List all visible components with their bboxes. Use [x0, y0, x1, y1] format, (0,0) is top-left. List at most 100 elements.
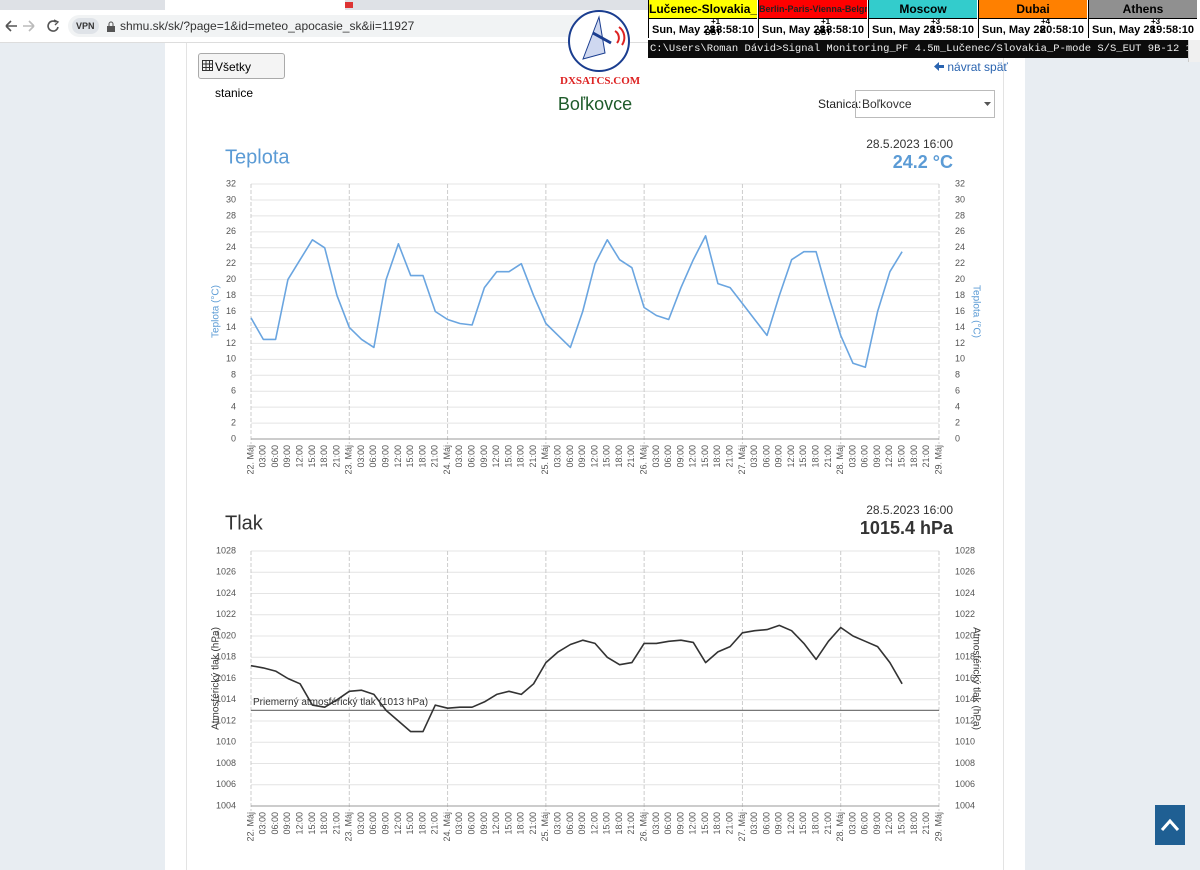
y-tick-label: 26 [955, 226, 965, 236]
y-tick-label: 1024 [216, 588, 236, 598]
x-tick-label: 15:00 [897, 812, 907, 835]
x-tick-label: 18:00 [516, 812, 526, 835]
y-tick-label: 1018 [955, 652, 975, 662]
y-tick-label: 1020 [955, 630, 975, 640]
chart-current: 24.2 °C [893, 152, 953, 172]
all-stations-button[interactable]: Všetky stanice [198, 53, 285, 100]
console-line: C:\Users\Roman Dávid>Signal Monitoring_P… [648, 40, 1190, 58]
x-tick-label: 03:00 [651, 445, 661, 468]
y-tick-label: 14 [226, 322, 236, 332]
console-scrollbar[interactable] [1188, 40, 1200, 62]
x-tick-label: 15:00 [602, 812, 612, 835]
y-tick-label: 10 [955, 354, 965, 364]
y-tick-label: 28 [226, 210, 236, 220]
zone-dst: DST [815, 28, 831, 37]
x-tick-label: 09:00 [282, 445, 292, 468]
zone-date: Sun, May 28 [762, 24, 826, 36]
x-tick-label: 09:00 [381, 812, 391, 835]
x-tick-label: 12:00 [786, 812, 796, 835]
station-select[interactable]: Boľkovce [855, 90, 995, 118]
x-tick-label: 06:00 [663, 445, 673, 468]
x-tick-label: 25. Máj [540, 812, 550, 842]
select-value[interactable]: Boľkovce [862, 97, 912, 111]
y-tick-label: 1024 [955, 588, 975, 598]
zone-name: Athens [1089, 0, 1197, 19]
x-tick-label: 06:00 [860, 445, 870, 468]
y-tick-label: 14 [955, 322, 965, 332]
x-tick-label: 09:00 [872, 445, 882, 468]
zone-dst: DST [705, 28, 721, 37]
x-tick-label: 21:00 [921, 812, 931, 835]
x-tick-label: 21:00 [331, 445, 341, 468]
chart-date: 28.5.2023 16:00 [866, 137, 953, 151]
x-tick-label: 18:00 [811, 445, 821, 468]
x-tick-label: 25. Máj [540, 445, 550, 475]
x-tick-label: 15:00 [503, 445, 513, 468]
scroll-top-button[interactable] [1155, 805, 1185, 845]
x-tick-label: 12:00 [295, 812, 305, 835]
zone-time: Sun, May 28 +3 19:58:10 [1089, 17, 1197, 39]
x-tick-label: 06:00 [565, 445, 575, 468]
y-tick-label: 1026 [955, 567, 975, 577]
back-arrow [934, 62, 944, 71]
y-tick-label: 1008 [955, 758, 975, 768]
y-tick-label: 18 [226, 290, 236, 300]
x-tick-label: 21:00 [430, 445, 440, 468]
x-tick-label: 06:00 [467, 445, 477, 468]
zone-name: Dubai [979, 0, 1087, 19]
y-tick-label: 32 [226, 178, 236, 188]
logo-graphic [568, 10, 630, 72]
zone-date: Sun, May 28 [872, 24, 936, 36]
zone-offset: +4 [1041, 17, 1051, 26]
url[interactable]: shmu.sk/sk/?page=1&id=meteo_apocasie_sk&… [120, 19, 415, 33]
tab-icon [345, 2, 353, 8]
x-tick-label: 06:00 [663, 812, 673, 835]
y-tick-label: 1004 [955, 800, 975, 810]
x-tick-label: 03:00 [356, 812, 366, 835]
address-bar[interactable]: VPN shmu.sk/sk/?page=1&id=meteo_apocasie… [68, 15, 594, 37]
clock-zone: Athens Sun, May 28 +3 19:58:10 [1088, 0, 1197, 38]
x-tick-label: 03:00 [651, 812, 661, 835]
table-icon [202, 60, 213, 71]
data-line [250, 624, 903, 733]
y-axis-title: Teplota (°C) [970, 285, 981, 338]
x-tick-label: 23. Máj [344, 445, 354, 475]
chart-current: 1015.4 hPa [860, 518, 954, 538]
x-tick-label: 15:00 [798, 445, 808, 468]
y-tick-label: 1014 [955, 694, 975, 704]
back-label[interactable]: návrat späť [947, 60, 1008, 74]
x-tick-label: 12:00 [884, 812, 894, 835]
x-tick-label: 03:00 [749, 445, 759, 468]
x-tick-label: 26. Máj [639, 445, 649, 475]
x-tick-label: 09:00 [872, 812, 882, 835]
y-tick-label: 28 [955, 210, 965, 220]
x-tick-label: 18:00 [909, 445, 919, 468]
y-tick-label: 1010 [955, 737, 975, 747]
x-tick-label: 03:00 [454, 445, 464, 468]
x-tick-label: 24. Máj [442, 812, 452, 842]
tab[interactable] [165, 0, 345, 10]
x-tick-label: 03:00 [749, 812, 759, 835]
x-tick-label: 12:00 [884, 445, 894, 468]
vpn-badge[interactable]: VPN [72, 18, 99, 34]
zone-time: Sun, May 28 +1 DST 18:58:10 [649, 17, 757, 39]
y-tick-label: 10 [226, 354, 236, 364]
zone-name: Moscow [869, 0, 977, 19]
x-tick-label: 18:00 [614, 812, 624, 835]
x-tick-label: 12:00 [393, 445, 403, 468]
x-tick-label: 15:00 [307, 445, 317, 468]
y-tick-label: 2 [955, 417, 960, 427]
button-label[interactable]: Všetky stanice [215, 60, 254, 100]
x-tick-label: 28. Máj [835, 812, 845, 842]
x-tick-label: 12:00 [589, 445, 599, 468]
y-tick-label: 1016 [955, 673, 975, 683]
x-tick-label: 29. Máj [933, 812, 943, 842]
nav-icons[interactable] [4, 18, 64, 34]
zone-time-value: 18:58:10 [819, 24, 864, 36]
zone-date: Sun, May 28 [652, 24, 716, 36]
y-axis-title: Atmosférický tlak (hPa) [211, 627, 222, 730]
back-link[interactable]: návrat späť [934, 60, 1008, 74]
x-tick-label: 18:00 [417, 445, 427, 468]
x-tick-label: 29. Máj [933, 445, 943, 475]
select-arrow [984, 102, 991, 106]
